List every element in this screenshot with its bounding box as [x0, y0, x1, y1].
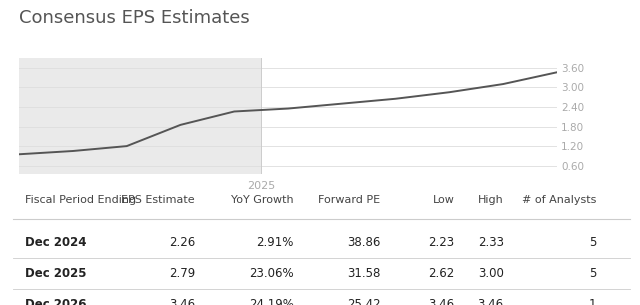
Text: 2.62: 2.62: [428, 267, 454, 280]
Text: EPS Estimate: EPS Estimate: [122, 196, 195, 206]
Text: 3.46: 3.46: [477, 298, 504, 305]
Text: 3.46: 3.46: [428, 298, 454, 305]
Bar: [19, 58, 261, 174]
Text: 5: 5: [589, 236, 596, 249]
Text: 2.91%: 2.91%: [257, 236, 294, 249]
Text: 1: 1: [589, 298, 596, 305]
Text: 25.42: 25.42: [347, 298, 380, 305]
Text: 3.00: 3.00: [478, 267, 504, 280]
Text: 31.58: 31.58: [347, 267, 380, 280]
Text: 23.06%: 23.06%: [249, 267, 294, 280]
Text: 2.23: 2.23: [428, 236, 454, 249]
Text: High: High: [478, 196, 504, 206]
Text: YoY Growth: YoY Growth: [231, 196, 294, 206]
Text: Dec 2026: Dec 2026: [25, 298, 86, 305]
Text: 38.86: 38.86: [347, 236, 380, 249]
Text: Dec 2024: Dec 2024: [25, 236, 86, 249]
Text: 2.26: 2.26: [169, 236, 195, 249]
Text: Consensus EPS Estimates: Consensus EPS Estimates: [19, 9, 250, 27]
Text: 24.19%: 24.19%: [249, 298, 294, 305]
Text: Dec 2025: Dec 2025: [25, 267, 86, 280]
Text: 2.33: 2.33: [478, 236, 504, 249]
Text: Fiscal Period Ending: Fiscal Period Ending: [25, 196, 136, 206]
Text: 5: 5: [589, 267, 596, 280]
Text: 2025: 2025: [247, 181, 275, 192]
Text: Low: Low: [433, 196, 454, 206]
Text: # of Analysts: # of Analysts: [522, 196, 596, 206]
Text: 3.46: 3.46: [169, 298, 195, 305]
Text: 2.79: 2.79: [169, 267, 195, 280]
Text: Forward PE: Forward PE: [318, 196, 380, 206]
